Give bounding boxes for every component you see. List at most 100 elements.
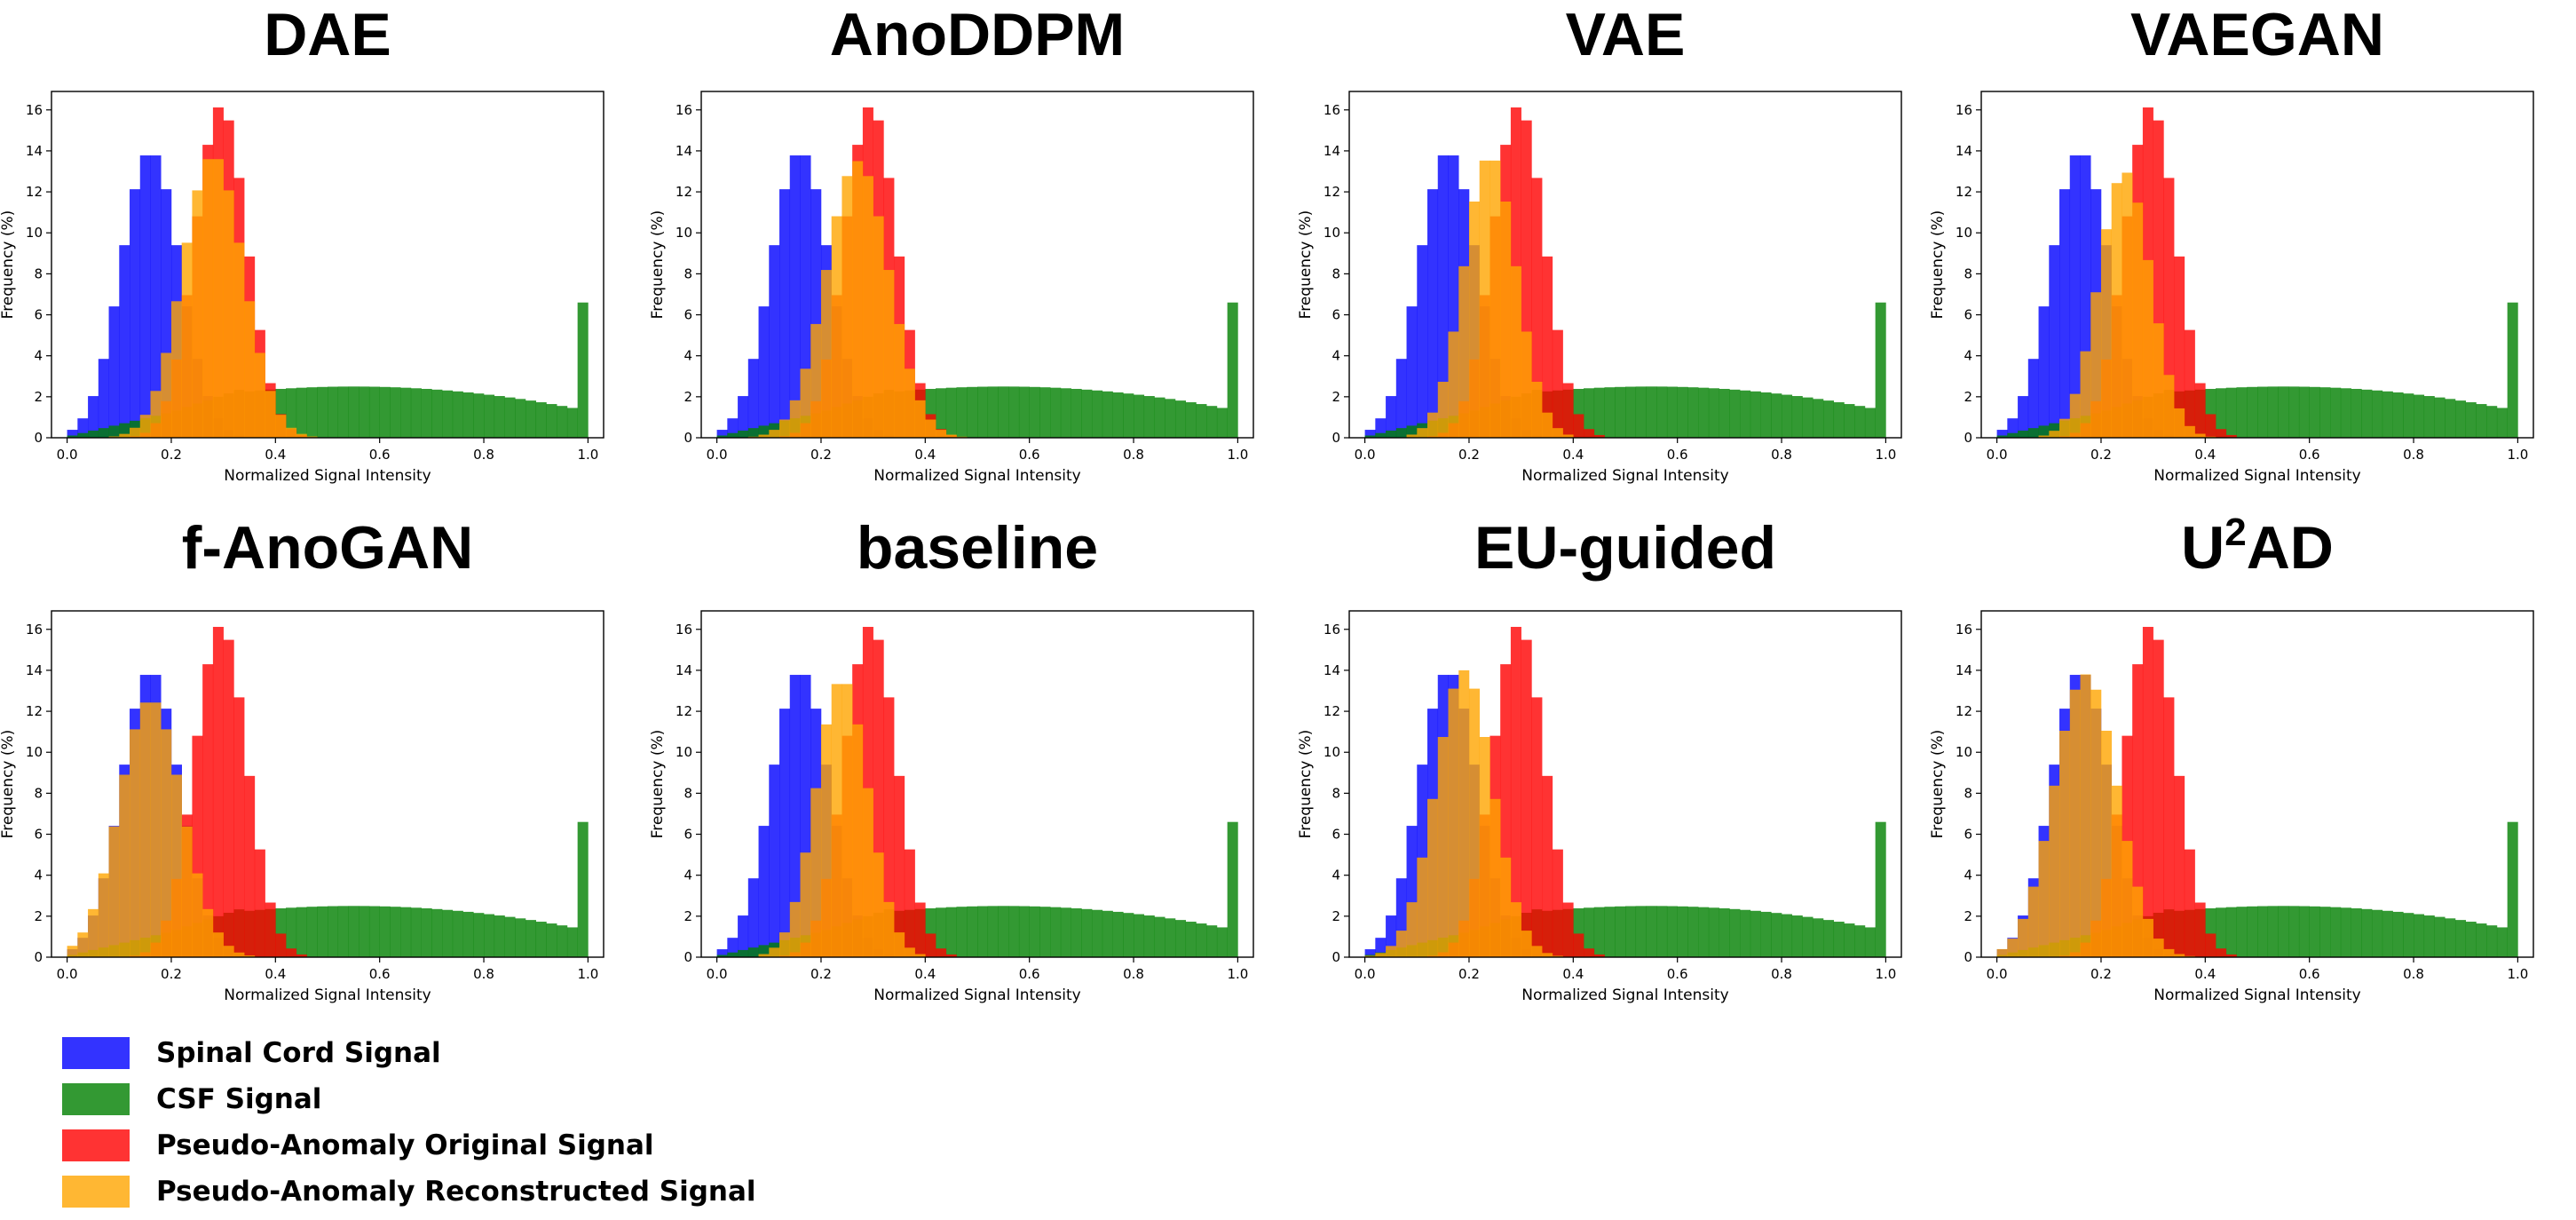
y-tick-label: 12 xyxy=(1324,184,1340,200)
y-tick-label: 14 xyxy=(1324,143,1340,159)
bar-csf xyxy=(494,915,505,957)
x-axis-label: Normalized Signal Intensity xyxy=(2153,986,2360,1004)
y-axis-label: Frequency (%) xyxy=(1297,210,1315,320)
y-axis-label: Frequency (%) xyxy=(0,210,17,320)
bar-csf xyxy=(967,386,978,438)
x-tick-label: 0.4 xyxy=(2194,966,2216,982)
bar-recon xyxy=(161,729,172,957)
x-tick-label: 0.8 xyxy=(1123,447,1144,463)
bar-recon xyxy=(779,932,791,957)
y-tick-label: 14 xyxy=(676,143,692,159)
bar-csf xyxy=(2465,402,2477,438)
bar-recon xyxy=(1542,412,1553,438)
bar-csf xyxy=(410,388,422,438)
y-tick-label: 10 xyxy=(1956,225,1972,241)
bar-csf xyxy=(1687,907,1699,957)
x-axis-label: Normalized Signal Intensity xyxy=(873,986,1080,1004)
bar-orig xyxy=(2132,664,2144,957)
x-axis-label: Normalized Signal Intensity xyxy=(1521,467,1728,485)
bar-csf xyxy=(1165,918,1176,957)
bar-csf xyxy=(2351,388,2362,438)
bar-csf xyxy=(368,386,380,438)
bar-recon xyxy=(1395,931,1407,957)
y-tick-label: 2 xyxy=(1964,908,1972,924)
bar-csf xyxy=(2330,387,2342,438)
bar-recon xyxy=(1479,160,1490,438)
y-tick-label: 2 xyxy=(1964,389,1972,405)
bar-recon xyxy=(1500,201,1512,438)
bar-csf xyxy=(2414,914,2425,957)
y-tick-label: 12 xyxy=(26,703,43,719)
bar-orig xyxy=(894,775,905,957)
x-tick-label: 0.6 xyxy=(2299,447,2320,463)
bar-recon xyxy=(170,301,182,438)
y-tick-label: 4 xyxy=(1964,867,1972,883)
y-tick-label: 10 xyxy=(1324,744,1340,760)
x-tick-label: 1.0 xyxy=(2507,966,2528,982)
bar-csf xyxy=(1386,430,1397,438)
bar-csf xyxy=(328,386,339,438)
bar-csf xyxy=(379,906,391,957)
bar-csf xyxy=(421,388,432,438)
bar-recon xyxy=(1386,946,1397,957)
bar-csf xyxy=(1081,908,1093,957)
y-tick-label: 0 xyxy=(684,949,692,965)
bar-csf xyxy=(2288,386,2300,438)
bar-recon xyxy=(1531,381,1543,438)
bar-csf xyxy=(473,393,485,438)
bar-orig xyxy=(914,902,926,957)
bar-csf xyxy=(2236,907,2248,957)
bar-recon xyxy=(202,159,214,439)
bar-recon xyxy=(150,391,162,438)
bar-orig xyxy=(904,849,915,957)
bar-recon xyxy=(883,901,895,957)
bar-csf xyxy=(1656,386,1668,438)
bar-csf xyxy=(1875,302,1886,438)
bar-csf xyxy=(525,400,537,438)
bar-orig xyxy=(1584,948,1595,957)
bar-csf xyxy=(494,396,505,438)
bar-recon xyxy=(800,852,811,957)
x-tick-label: 0.0 xyxy=(1355,447,1376,463)
x-tick-label: 0.2 xyxy=(161,966,182,982)
bar-csf xyxy=(1719,907,1730,957)
bar-csf xyxy=(1677,906,1688,957)
panel-title-text: EU-guided xyxy=(1474,514,1776,582)
bar-recon xyxy=(810,788,822,957)
bar-recon xyxy=(2018,918,2029,957)
bar-recon xyxy=(1489,160,1501,438)
bar-csf xyxy=(1740,909,1751,957)
y-axis-label: Frequency (%) xyxy=(1929,730,1947,839)
bar-csf xyxy=(1174,400,1187,438)
bar-recon xyxy=(2122,841,2133,957)
bar-csf xyxy=(484,394,495,438)
bar-csf xyxy=(348,386,360,438)
bar-cord xyxy=(1417,245,1428,438)
bar-csf xyxy=(1771,393,1782,438)
bar-csf xyxy=(2465,922,2477,957)
bar-csf xyxy=(1864,408,1876,438)
y-tick-label: 14 xyxy=(676,662,692,678)
bar-recon xyxy=(936,430,947,438)
x-axis-label: Normalized Signal Intensity xyxy=(224,986,431,1004)
panel-title-text: DAE xyxy=(264,1,391,68)
legend-item-recon: Pseudo-Anomaly Reconstructed Signal xyxy=(62,1169,756,1215)
panel-2: AnoDDPM 0.0 0.2 0.4 0.6 0.8 1.0 0 2 4 6 8 10 12 14 16 No… xyxy=(649,1,1254,485)
bar-orig xyxy=(1510,627,1521,957)
x-tick-label: 0.4 xyxy=(265,447,286,463)
bar-csf xyxy=(1029,906,1040,957)
bar-cord xyxy=(2059,189,2071,439)
bar-csf xyxy=(1854,925,1866,957)
y-tick-label: 2 xyxy=(684,908,692,924)
bar-orig xyxy=(2216,429,2227,438)
x-tick-label: 1.0 xyxy=(1227,966,1248,982)
bar-csf xyxy=(317,906,328,957)
panel-title-text: f-AnoGAN xyxy=(182,514,474,582)
bar-csf xyxy=(1708,388,1719,438)
bar-recon xyxy=(1458,669,1470,957)
bar-csf xyxy=(1604,907,1616,957)
y-tick-label: 6 xyxy=(34,307,43,323)
bar-recon xyxy=(181,242,193,438)
bar-recon xyxy=(2174,954,2185,957)
bar-recon xyxy=(119,774,130,957)
